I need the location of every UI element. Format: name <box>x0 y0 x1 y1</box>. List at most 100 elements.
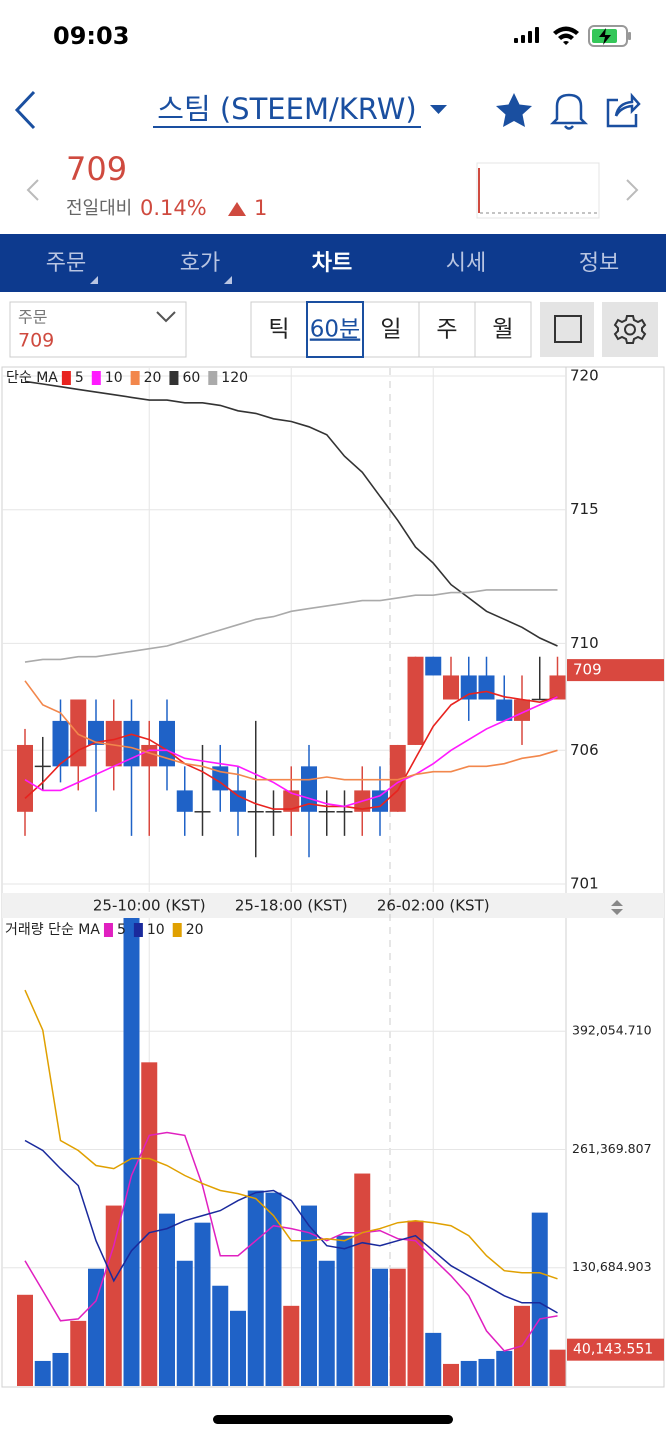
header-title[interactable]: 스팀 (STEEM/KRW) <box>157 92 416 126</box>
volume-bar <box>34 1360 51 1386</box>
ma-line <box>24 690 558 810</box>
ma-line <box>24 1131 558 1352</box>
legend-label: 10 <box>105 370 123 386</box>
candle-body <box>17 744 33 812</box>
legend-label: 20 <box>144 370 162 386</box>
current-price-label: 709 <box>573 661 602 679</box>
volume-bar <box>265 1192 282 1386</box>
change-label: 전일대비 <box>66 198 132 219</box>
candle-body <box>70 699 87 767</box>
back-button[interactable] <box>14 90 36 130</box>
legend-swatch <box>133 923 143 937</box>
tab[interactable]: 시세 <box>446 251 486 276</box>
ma-line <box>24 380 558 647</box>
candle-body <box>407 656 424 745</box>
legend-label: 20 <box>186 922 204 938</box>
period-label: 틱 <box>268 317 289 343</box>
legend-label: 60 <box>182 370 200 386</box>
period-label: 주 <box>436 317 457 343</box>
legend-swatch <box>169 371 179 385</box>
layout-icon <box>554 315 582 343</box>
chart-frame <box>1 366 665 1388</box>
layout-button[interactable] <box>540 302 594 357</box>
volume-bar <box>141 1062 158 1386</box>
change-amount: 1 <box>254 196 267 220</box>
next-coin[interactable] <box>626 179 639 201</box>
legend-swatch <box>103 923 113 937</box>
volume-bar <box>123 918 140 1386</box>
legend-label: 5 <box>117 922 126 938</box>
candle-body <box>123 720 140 767</box>
volume-bar <box>212 1285 229 1386</box>
volume-bar <box>389 1268 406 1386</box>
volume-bar <box>336 1235 353 1386</box>
legend-swatch <box>91 371 101 385</box>
legend-title: 거래량 단순 MA <box>5 922 100 938</box>
legend-label: 120 <box>221 370 248 386</box>
prev-coin[interactable] <box>26 179 39 201</box>
volume-bar <box>230 1310 246 1386</box>
volume-bar <box>105 1205 122 1386</box>
tab[interactable]: 차트 <box>312 251 352 276</box>
tab-bar <box>0 234 666 292</box>
current-price-box <box>567 659 664 682</box>
legend-title: 단순 MA <box>6 370 58 386</box>
legend-swatch <box>130 371 140 385</box>
ma-line <box>24 696 558 808</box>
candle-body <box>88 720 104 745</box>
period-button[interactable] <box>474 301 532 358</box>
quote-price: 709 <box>66 150 127 188</box>
volume-bar <box>460 1360 477 1386</box>
ma-line <box>24 989 558 1280</box>
volume-bar <box>478 1358 495 1386</box>
volume-bar <box>549 1349 566 1386</box>
candle-body <box>425 656 442 676</box>
candle-body <box>496 699 513 721</box>
candle-body <box>549 675 566 700</box>
tab[interactable]: 호가 <box>180 251 220 276</box>
volume-bar <box>88 1268 104 1386</box>
favorite-star[interactable] <box>496 93 532 127</box>
tab[interactable]: 정보 <box>579 251 619 276</box>
x-axis-band <box>2 893 664 918</box>
alarm-bell[interactable] <box>549 93 589 130</box>
ma-line <box>24 680 558 781</box>
tab-caret <box>224 276 232 284</box>
settings-icon <box>613 315 647 344</box>
share-button[interactable] <box>606 92 641 128</box>
candle-body <box>105 720 122 767</box>
tab[interactable]: 주문 <box>46 251 86 276</box>
volume-bar <box>247 1190 264 1386</box>
volume-bar <box>70 1320 87 1386</box>
volume-bar <box>407 1220 424 1386</box>
volume-bar <box>443 1363 459 1386</box>
volume-bar <box>425 1332 442 1386</box>
legend-swatch <box>208 371 218 385</box>
legend-swatch <box>61 371 71 385</box>
volume-bar <box>283 1305 300 1386</box>
resize-handle[interactable] <box>611 900 623 915</box>
current-volume-box <box>567 1338 664 1361</box>
candle-body <box>230 790 246 812</box>
volume-bar <box>354 1173 371 1386</box>
order-label: 주문 <box>18 308 47 327</box>
y-tick-label: 710 <box>570 634 599 652</box>
change-pct: 0.14% <box>140 196 207 220</box>
tab-caret <box>90 276 98 284</box>
order-dropdown[interactable] <box>156 311 176 323</box>
volume-bar <box>496 1350 513 1386</box>
legend-label: 5 <box>75 370 84 386</box>
order-box[interactable] <box>9 301 187 358</box>
title-caret[interactable] <box>430 105 447 114</box>
volume-bar <box>17 1294 33 1386</box>
sparkline <box>476 162 600 219</box>
settings-button[interactable] <box>602 302 658 357</box>
legend-label: 10 <box>147 922 165 938</box>
ma-line <box>24 589 558 663</box>
order-value: 709 <box>18 330 54 352</box>
period-button[interactable] <box>306 301 364 358</box>
volume-bar <box>301 1205 317 1386</box>
period-label: 일 <box>380 317 401 343</box>
candle-body <box>460 675 477 700</box>
